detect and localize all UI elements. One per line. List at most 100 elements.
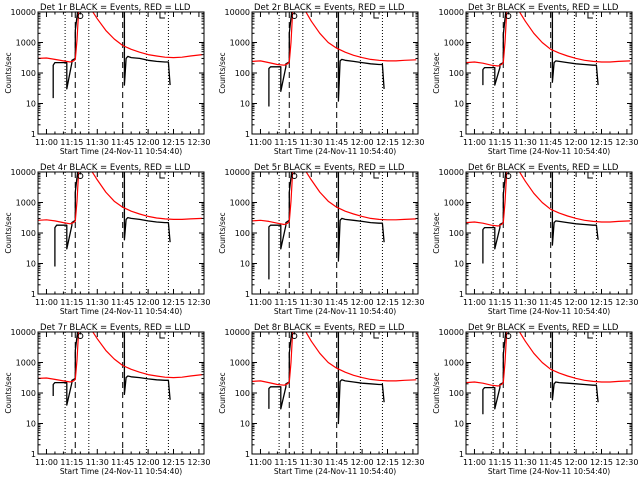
y-tick-label: 10 <box>26 420 36 429</box>
x-tick-label: 12:15 <box>376 298 399 307</box>
x-tick-label: 12:00 <box>351 458 374 467</box>
x-tick-label: 12:00 <box>137 298 160 307</box>
x-tick-label: 12:30 <box>615 298 638 307</box>
series-group <box>252 163 416 280</box>
x-tick-label: 11:45 <box>539 298 562 307</box>
plot-frame <box>252 172 418 294</box>
x-tick-label: 12:15 <box>376 138 399 147</box>
x-tick-label: 11:45 <box>111 138 134 147</box>
x-tick-label: 11:30 <box>514 298 537 307</box>
y-axis-label: Counts/sec <box>432 52 441 93</box>
x-tick-label: 11:00 <box>463 298 486 307</box>
y-tick-label: 10 <box>454 100 464 109</box>
events-line <box>53 3 170 98</box>
x-tick-label: 12:00 <box>137 138 160 147</box>
plot-frame <box>38 172 204 294</box>
y-axis-label: Counts/sec <box>218 372 227 413</box>
x-tick-label: 11:30 <box>514 138 537 147</box>
x-tick-label: 11:15 <box>488 138 511 147</box>
y-tick-label: 1000 <box>444 359 464 368</box>
series-group <box>252 323 416 424</box>
x-tick-label: 12:30 <box>401 298 424 307</box>
x-tick-label: 11:15 <box>274 298 297 307</box>
y-axis-label: Counts/sec <box>4 212 13 253</box>
x-tick-label: 12:15 <box>162 138 185 147</box>
x-tick-label: 11:15 <box>60 138 83 147</box>
x-tick-label: 12:30 <box>615 458 638 467</box>
y-tick-label: 100 <box>21 389 36 398</box>
y-tick-label: 10000 <box>439 8 464 17</box>
y-tick-label: 1000 <box>444 39 464 48</box>
x-tick-label: 12:30 <box>615 138 638 147</box>
x-axis-label: Start Time (24-Nov-11 10:54:40) <box>488 467 610 476</box>
x-tick-label: 11:00 <box>463 138 486 147</box>
x-tick-label: 11:15 <box>274 138 297 147</box>
x-tick-label: 11:15 <box>274 458 297 467</box>
x-tick-label: 11:15 <box>488 298 511 307</box>
plot-frame <box>466 172 632 294</box>
y-axis-label: Counts/sec <box>432 372 441 413</box>
x-tick-label: 12:30 <box>401 458 424 467</box>
events-line <box>269 323 384 424</box>
x-tick-label: 12:15 <box>590 458 613 467</box>
x-tick-label: 12:00 <box>565 298 588 307</box>
x-tick-label: 11:15 <box>488 458 511 467</box>
events-line <box>53 323 170 405</box>
y-tick-label: 10000 <box>225 168 250 177</box>
y-tick-label: 100 <box>21 69 36 78</box>
y-tick-label: 10 <box>26 100 36 109</box>
y-tick-label: 10 <box>240 420 250 429</box>
detector-panel-4: 11010010001000011:00 11:15 11:30 11:45 12:00… <box>4 163 210 316</box>
y-tick-label: 1000 <box>230 39 250 48</box>
x-tick-label: 11:15 <box>60 458 83 467</box>
y-tick-label: 1000 <box>16 359 36 368</box>
x-tick-label: 11:00 <box>249 138 272 147</box>
y-tick-label: 100 <box>21 229 36 238</box>
x-tick-label: 11:45 <box>325 298 348 307</box>
x-tick-label: 12:00 <box>565 138 588 147</box>
series-group <box>252 3 416 107</box>
y-tick-label: 10 <box>240 260 250 269</box>
series-group <box>38 3 202 98</box>
x-tick-label: 11:00 <box>249 458 272 467</box>
x-tick-label: 11:30 <box>86 298 109 307</box>
y-tick-label: 10000 <box>439 168 464 177</box>
y-axis-label: Counts/sec <box>4 52 13 93</box>
x-tick-label: 11:30 <box>300 138 323 147</box>
x-tick-label: 11:45 <box>111 298 134 307</box>
y-tick-label: 10 <box>26 260 36 269</box>
x-tick-label: 12:15 <box>162 458 185 467</box>
x-tick-label: 11:30 <box>86 458 109 467</box>
x-axis-label: Start Time (24-Nov-11 10:54:40) <box>274 467 396 476</box>
x-tick-label: 12:30 <box>187 138 210 147</box>
y-tick-label: 1000 <box>444 199 464 208</box>
x-tick-label: 11:30 <box>300 458 323 467</box>
detector-panel-8: 11010010001000011:00 11:15 11:30 11:45 12:00… <box>218 323 424 476</box>
x-axis-label: Start Time (24-Nov-11 10:54:40) <box>274 147 396 156</box>
plot-frame <box>466 12 632 134</box>
series-group <box>466 163 630 264</box>
y-tick-label: 10000 <box>225 8 250 17</box>
events-line <box>269 3 384 107</box>
series-group <box>466 323 630 415</box>
panel-title: Det 4r BLACK = Events, RED = LLD <box>40 163 191 173</box>
x-axis-label: Start Time (24-Nov-11 10:54:40) <box>488 147 610 156</box>
x-tick-label: 12:00 <box>351 138 374 147</box>
y-tick-label: 10000 <box>225 328 250 337</box>
series-group <box>38 323 202 405</box>
x-axis-label: Start Time (24-Nov-11 10:54:40) <box>60 467 182 476</box>
y-tick-label: 100 <box>235 229 250 238</box>
panel-title: Det 9r BLACK = Events, RED = LLD <box>468 323 619 333</box>
x-tick-label: 11:45 <box>111 458 134 467</box>
y-tick-label: 100 <box>235 389 250 398</box>
detector-panel-7: 1 10 100 1000 10000 11:00 11:15 11:30 11:45 12:00… <box>4 323 210 476</box>
events-line <box>483 163 598 264</box>
x-tick-label: 11:15 <box>60 298 83 307</box>
x-tick-label: 12:15 <box>590 298 613 307</box>
detector-panel-2: 11010010001000011:00 11:15 11:30 11:45 12:00… <box>218 3 424 156</box>
panel-title: Det 5r BLACK = Events, RED = LLD <box>254 163 405 173</box>
panel-title: Det 2r BLACK = Events, RED = LLD <box>254 3 405 13</box>
panel-title: Det 7r BLACK = Events, RED = LLD <box>40 323 191 333</box>
x-axis-label: Start Time (24-Nov-11 10:54:40) <box>60 307 182 316</box>
x-tick-label: 11:30 <box>86 138 109 147</box>
